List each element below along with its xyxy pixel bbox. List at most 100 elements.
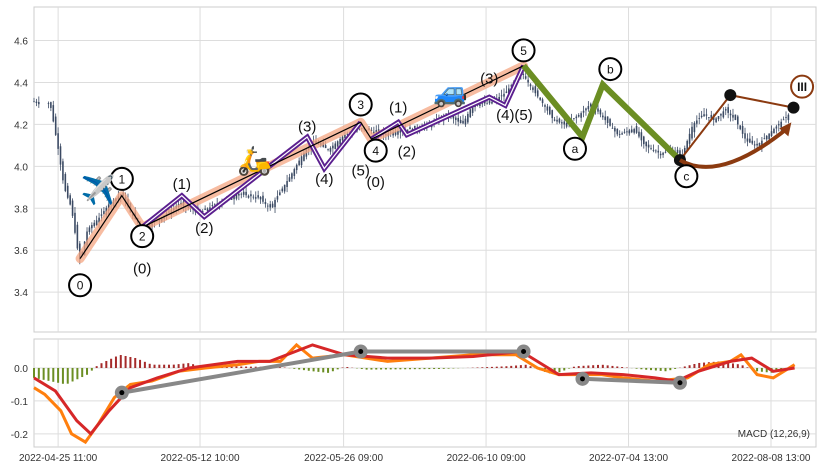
- candle-body: [245, 191, 247, 196]
- macd-histogram-bar: [611, 365, 614, 368]
- macd-histogram-bar: [572, 366, 575, 368]
- candle-body: [281, 188, 284, 192]
- candle-body: [52, 105, 55, 122]
- macd-histogram-bar: [384, 367, 387, 370]
- candle-body: [303, 152, 305, 161]
- macd-histogram-bar: [302, 367, 305, 371]
- candle-body: [544, 105, 546, 107]
- wave-label-circle: [348, 92, 373, 117]
- candle-body: [618, 134, 621, 135]
- candle-body: [91, 225, 93, 229]
- candle-body: [551, 110, 554, 119]
- candle-body: [585, 108, 587, 111]
- candle-body: [262, 195, 264, 202]
- macd-histogram-bar: [601, 364, 604, 368]
- candle-body: [536, 90, 539, 97]
- candle-body: [686, 140, 688, 151]
- candle-body: [510, 85, 513, 87]
- candle-body: [397, 130, 399, 135]
- wave-label-circle: [790, 74, 815, 99]
- candle-body: [103, 211, 105, 214]
- macd-histogram-bar: [587, 365, 590, 368]
- candle-body: [503, 93, 505, 97]
- macd-histogram-bar: [597, 364, 600, 368]
- candle-body: [38, 101, 40, 105]
- macd-histogram-bar: [616, 366, 619, 368]
- divergence-line: [582, 376, 681, 385]
- macd-histogram-bar: [153, 364, 156, 368]
- macd-histogram-bar: [90, 367, 93, 371]
- macd-histogram-bar: [428, 367, 431, 370]
- candle-body: [693, 122, 696, 133]
- macd-histogram-bar: [37, 367, 40, 379]
- candle-body: [71, 200, 74, 216]
- candle-body: [469, 109, 472, 118]
- candle-body: [580, 113, 582, 118]
- candle-body: [64, 174, 67, 192]
- candle-body: [283, 184, 286, 192]
- macd-histogram-bar: [110, 358, 113, 368]
- sub-wave-label: (5): [514, 107, 532, 124]
- candle-body: [286, 181, 288, 188]
- candle-body: [724, 109, 727, 111]
- candle-body: [765, 135, 768, 140]
- candle-body: [524, 76, 527, 79]
- macd-histogram-bar: [669, 367, 672, 371]
- wave-label: 5: [520, 44, 527, 58]
- macd-histogram-bar: [370, 367, 373, 370]
- candle-body: [734, 114, 737, 120]
- candle-body: [548, 106, 551, 115]
- sub-wave-label: (5): [352, 163, 370, 180]
- car-icon: 🚙: [433, 77, 468, 109]
- macd-histogram-bar: [235, 366, 238, 368]
- candle-body: [640, 132, 643, 141]
- macd-histogram-bar: [635, 367, 638, 369]
- candle-body: [291, 173, 293, 179]
- candle-body: [744, 133, 746, 139]
- candle-body: [344, 134, 346, 138]
- candle-body: [565, 122, 568, 127]
- candle-body: [406, 129, 409, 133]
- wave-label-circle: [511, 38, 536, 63]
- candle-body: [95, 220, 98, 226]
- candle-body: [233, 195, 235, 200]
- candle-body: [638, 131, 640, 137]
- macd-histogram-bar: [66, 367, 69, 384]
- candle-body: [527, 79, 529, 83]
- candle-body: [763, 138, 766, 140]
- candle-body: [324, 145, 327, 149]
- candle-body: [505, 91, 508, 94]
- macd-histogram-bar: [558, 367, 561, 373]
- macd-histogram-bar: [52, 367, 55, 382]
- wave-label: 4: [372, 144, 379, 158]
- macd-histogram-bar: [42, 367, 45, 380]
- macd-histogram-bar: [654, 367, 657, 371]
- macd-histogram-bar: [76, 367, 79, 380]
- candle-body: [373, 131, 375, 134]
- candle-body: [541, 99, 544, 104]
- macd-histogram-bar: [500, 366, 503, 368]
- macd-histogram-bar: [404, 367, 407, 370]
- macd-histogram-bar: [592, 365, 595, 368]
- x-tick-label: 2022-05-12 10:00: [161, 453, 240, 464]
- candle-body: [659, 153, 662, 156]
- candle-body: [633, 129, 635, 133]
- candle-body: [300, 156, 303, 166]
- price-y-tick: 4.4: [14, 78, 28, 89]
- candle-body: [609, 119, 611, 126]
- x-tick-label: 2022-07-04 13:00: [589, 453, 668, 464]
- macd-histogram-bar: [524, 364, 527, 368]
- price-y-tick: 4.2: [14, 120, 28, 131]
- macd-histogram-bar: [336, 367, 339, 370]
- price-y-tick: 4.0: [14, 162, 28, 173]
- candle-body: [394, 131, 397, 135]
- candle-body: [392, 132, 394, 136]
- candle-body: [587, 106, 590, 110]
- macd-histogram-bar: [515, 365, 518, 368]
- projection-point: [787, 101, 800, 114]
- candle-body: [62, 161, 64, 181]
- macd-histogram-bar: [61, 367, 64, 384]
- macd-histogram-bar: [495, 366, 498, 368]
- macd-histogram-bar: [254, 366, 257, 368]
- candle-body: [756, 143, 758, 146]
